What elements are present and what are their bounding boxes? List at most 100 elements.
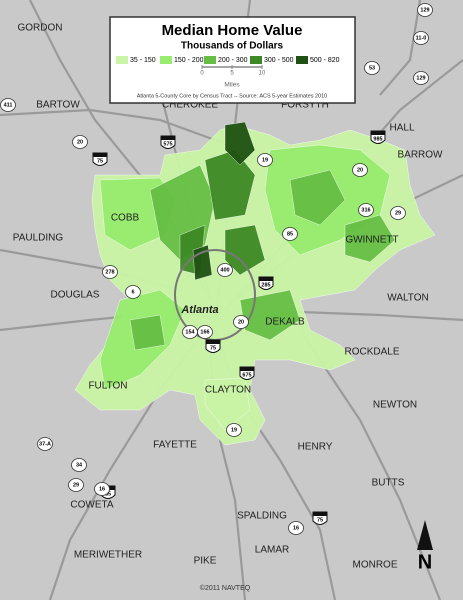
highway-shield [0,98,16,112]
highway-label: 20 [77,139,83,145]
highway-shield [352,163,368,177]
highway-label: 575 [163,141,172,147]
scale-tick-label: 5 [230,71,234,77]
place-label: MONROE [353,560,398,571]
legend-source: Atlanta 5-County Core by Census Tract --… [137,93,327,99]
place-label: FORSYTH [281,100,329,111]
highway-label: 34 [76,462,83,468]
place-label: HALL [389,123,414,134]
highway-label: 20 [357,167,363,173]
place-label: NEWTON [373,400,417,411]
legend-label: 150 - 200 [174,57,204,64]
highway-label: 85 [105,491,111,497]
place-label: COBB [111,213,140,224]
highway-label: 985 [373,136,382,142]
highway-label: 53 [369,65,375,71]
scale-unit: Miles [224,82,240,89]
highway-label: 19 [262,157,268,163]
place-label: Atlanta [180,304,218,316]
highway-shield [233,315,249,329]
tract-area [344,214,396,263]
highway-shield [364,61,380,75]
scale-tick-label: 0 [200,71,204,77]
highway-label: 166 [200,329,209,335]
highway-shield [217,263,233,277]
place-label: WALTON [387,293,428,304]
highway-label: 20 [238,319,244,325]
place-label: BARTOW [36,100,80,111]
highway-shield [37,437,53,451]
interstate-shield-top [371,131,385,135]
highway-shield [72,135,88,149]
legend-title: Median Home Value [162,22,303,39]
highway-label: 278 [105,269,114,275]
place-label: PIKE [194,556,217,567]
legend-label: 35 - 150 [130,57,156,64]
interstate-shield-top [161,136,175,140]
highway-label: 400 [220,267,229,273]
place-label: SPALDING [237,511,287,522]
north-label: N [418,551,432,573]
legend-label: 500 - 820 [310,57,340,64]
interstate-shield-top [93,153,107,157]
highway-shield [125,285,141,299]
highway-shield [197,325,213,339]
place-label: DEKALB [265,317,305,328]
highway-shield [413,71,429,85]
highway-label: 6 [131,289,134,295]
place-label: LAMAR [255,545,289,556]
place-label: COWETA [70,500,113,511]
interstate-shield-top [206,340,220,344]
legend-subtitle: Thousands of Dollars [181,41,284,52]
road [379,0,422,96]
place-label: FAYETTE [153,440,197,451]
tract-area [224,224,266,276]
place-label: CHEROKEE [162,100,218,111]
scale-tick-label: 10 [259,71,266,77]
place-label: HENRY [298,442,333,453]
highway-label: 16 [293,525,299,531]
highway-shield [413,31,429,45]
highway-label: 19 [231,427,237,433]
highway-label: 154 [185,329,195,335]
place-label: GORDON [18,23,63,34]
highway-shield [358,203,374,217]
highway-label: 675 [242,372,251,378]
legend-label: 300 - 500 [264,57,294,64]
place-label: MERIWETHER [74,550,142,561]
scale-bar: 0 5 10 Miles [200,65,266,89]
place-label: BUTTS [372,478,405,489]
place-labels: GORDON BARTOW CHEROKEE FORSYTH HALL BARROW COB… [13,23,443,571]
place-label: ROCKDALE [344,347,399,358]
interstate-shield-top [259,277,273,281]
highway-label: 11-0 [416,35,427,41]
legend-swatch [296,56,308,64]
place-label: DOUGLAS [51,290,100,301]
tract-area [224,121,256,166]
highway-label: 75 [97,158,103,164]
highway-shield [102,265,118,279]
tract-area [129,314,166,351]
highway-shield [257,153,273,167]
credit: ©2011 NAVTEQ [200,584,251,592]
legend-swatch [160,56,172,64]
place-label: CLAYTON [205,385,251,396]
interstate-shield-top [313,512,327,516]
highway-shield [417,3,433,17]
highway-label: 129 [420,7,429,13]
highway-label: 75 [210,345,216,351]
place-label: PAULDING [13,233,64,244]
highway-label: 29 [73,482,79,488]
tract-area [204,377,251,431]
legend-swatch [204,56,216,64]
highway-label: 29 [395,210,401,216]
highway-label: 75 [317,517,323,523]
highway-label: 285 [261,282,270,288]
tract-area [289,169,346,226]
highway-shield [68,478,84,492]
highway-shield [226,423,242,437]
place-label: BARROW [398,150,444,161]
place-label: GWINNETT [345,235,398,246]
